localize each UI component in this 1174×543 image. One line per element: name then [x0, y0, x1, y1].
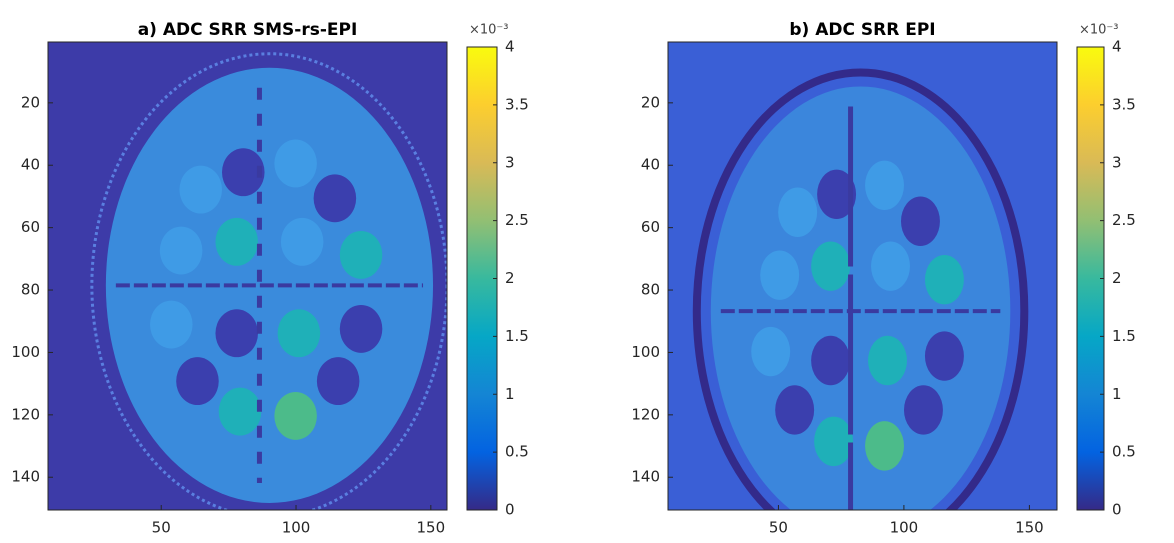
y-tick-label: 80 [641, 281, 660, 299]
insert [814, 416, 854, 467]
chart-title: a) ADC SRR SMS-rs-EPI [138, 20, 358, 40]
insert [871, 241, 910, 291]
insert [903, 385, 943, 435]
x-tick-label: 100 [282, 519, 311, 537]
insert [751, 326, 791, 377]
colorbar-exponent: ×10⁻³ [469, 23, 509, 38]
phantom-halo [90, 52, 447, 510]
colorbar-tick-label: 0.5 [1112, 443, 1136, 461]
insert [274, 139, 317, 188]
y-tick-label: 60 [21, 218, 40, 236]
colorbar-tick-label: 3.5 [1112, 95, 1136, 113]
colorbar-exponent: ×10⁻³ [1079, 23, 1119, 38]
y-tick-label: 20 [641, 93, 660, 111]
y-tick-label: 140 [11, 468, 40, 486]
y-tick-label: 20 [21, 93, 40, 111]
colorbar-tick-label: 2 [505, 269, 515, 287]
insert [215, 309, 258, 358]
insert [218, 387, 262, 436]
insert [176, 357, 219, 406]
colorbar-tick-label: 1.5 [505, 327, 529, 345]
y-tick-label: 140 [631, 468, 660, 486]
colorbar-tick-label: 0 [505, 501, 515, 519]
colorbar-tick-label: 0.5 [505, 443, 529, 461]
insert [778, 187, 818, 237]
chart-title: b) ADC SRR EPI [789, 20, 935, 40]
x-tick-label: 50 [769, 519, 788, 537]
insert [339, 304, 383, 353]
x-tick-label: 150 [417, 519, 446, 537]
y-tick-label: 40 [641, 156, 660, 174]
image [668, 42, 1057, 510]
colorbar-tick-label: 3 [1112, 153, 1122, 171]
image [48, 42, 447, 510]
colorbar-tick-label: 2.5 [505, 211, 529, 229]
y-tick-label: 120 [11, 405, 40, 423]
colorbar-tick-label: 1 [1112, 385, 1122, 403]
axes-frame [47, 41, 448, 511]
insert [280, 217, 324, 266]
phantom-halo [692, 68, 1029, 510]
insert [817, 169, 857, 219]
y-tick-label: 60 [641, 218, 660, 236]
insert [924, 254, 964, 305]
insert [865, 160, 904, 211]
y-tick-label: 100 [631, 343, 660, 361]
y-tick-label: 80 [21, 281, 40, 299]
colorbar [466, 46, 498, 511]
colorbar-tick-label: 2 [1112, 269, 1122, 287]
x-tick-label: 150 [1015, 519, 1044, 537]
insert [775, 385, 815, 435]
x-tick-label: 50 [152, 519, 171, 537]
insert [222, 148, 265, 197]
insert [215, 217, 258, 266]
x-tick-label: 100 [890, 519, 919, 537]
insert [924, 331, 964, 381]
insert [811, 335, 851, 386]
insert [313, 174, 357, 223]
insert [339, 230, 383, 279]
colorbar-tick-label: 4 [1112, 38, 1122, 56]
y-tick-label: 40 [21, 156, 40, 174]
insert [179, 165, 223, 214]
insert [865, 421, 904, 471]
insert [277, 309, 321, 358]
colorbar-tick-label: 1.5 [1112, 327, 1136, 345]
colorbar-tick-label: 2.5 [1112, 211, 1136, 229]
axes-frame [667, 41, 1058, 511]
insert [274, 391, 317, 440]
colorbar-tick-label: 3 [505, 153, 515, 171]
colorbar-tick-label: 0 [1112, 501, 1122, 519]
insert [760, 250, 800, 300]
insert [316, 357, 360, 406]
colorbar [1076, 46, 1105, 511]
insert [868, 335, 907, 386]
insert [900, 196, 940, 246]
insert [150, 300, 193, 349]
colorbar-tick-label: 4 [505, 38, 515, 56]
insert [811, 241, 851, 291]
y-tick-label: 100 [11, 343, 40, 361]
y-tick-label: 120 [631, 405, 660, 423]
colorbar-tick-label: 1 [505, 385, 515, 403]
insert [159, 226, 203, 275]
colorbar-tick-label: 3.5 [505, 95, 529, 113]
